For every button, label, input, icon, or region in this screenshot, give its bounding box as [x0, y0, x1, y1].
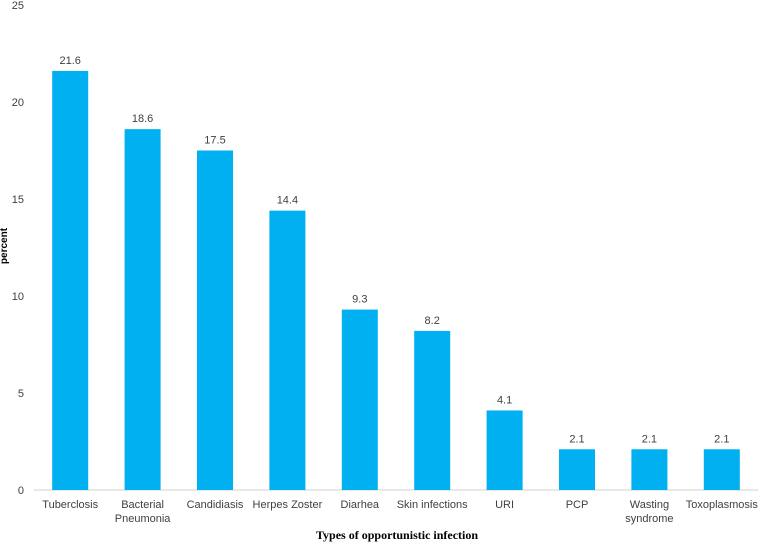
data-label: 17.5	[204, 135, 225, 147]
category-label: Candidiasis	[187, 499, 244, 511]
category-label: URI	[495, 499, 514, 511]
category-label-line: URI	[495, 499, 514, 511]
bar	[414, 330, 451, 490]
y-tick-label: 25	[12, 0, 24, 12]
bar	[52, 70, 89, 491]
data-label: 9.3	[352, 294, 367, 306]
y-tick-label: 20	[12, 97, 24, 109]
bar	[197, 150, 233, 490]
data-label: 2.1	[714, 433, 729, 445]
category-label-line: PCP	[566, 499, 589, 511]
x-axis-label: Types of opportunistic infection	[316, 528, 478, 542]
category-label: PCP	[566, 499, 589, 511]
category-label: Skin infections	[397, 499, 468, 511]
bar	[631, 449, 668, 490]
category-labels: Tuberclosis Bacterial Pneumonia Candidiasis…	[42, 499, 758, 525]
data-label: 2.1	[569, 433, 584, 445]
category-label-line: Bacterial	[121, 499, 164, 511]
category-label: Tuberclosis	[42, 499, 98, 511]
category-label: Wasting syndrome	[625, 499, 673, 525]
data-labels: 21.6 18.6 17.5 14.4 9.3 8.2 4.1 2.1 2.1 2.1	[59, 55, 729, 445]
category-label: Bacterial Pneumonia	[115, 499, 172, 525]
bar	[341, 309, 378, 490]
category-label-line: Wasting	[630, 499, 669, 511]
data-label: 14.4	[277, 195, 298, 207]
bar	[559, 449, 595, 490]
category-label-line: Herpes Zoster	[253, 499, 323, 511]
category-label-line: Tuberclosis	[42, 499, 98, 511]
data-label: 18.6	[132, 113, 153, 125]
y-tick-label: 0	[18, 485, 24, 497]
category-label-line: Skin infections	[397, 499, 468, 511]
y-tick-label: 10	[12, 291, 24, 303]
data-label: 8.2	[425, 315, 440, 327]
category-label: Herpes Zoster	[253, 499, 323, 511]
data-label: 4.1	[497, 394, 512, 406]
y-tick-label: 5	[18, 388, 24, 400]
bars	[52, 70, 740, 491]
data-label: 2.1	[642, 433, 657, 445]
category-label-line: Toxoplasmosis	[686, 499, 759, 511]
bar	[486, 410, 523, 490]
category-label-line: Diarhea	[341, 499, 380, 511]
bar	[124, 129, 161, 490]
category-label-line: Pneumonia	[115, 513, 172, 525]
y-tick-label: 15	[12, 194, 24, 206]
category-label: Toxoplasmosis	[686, 499, 759, 511]
category-label: Diarhea	[341, 499, 380, 511]
category-label-line: Candidiasis	[187, 499, 244, 511]
bar	[269, 210, 306, 490]
category-label-line: syndrome	[625, 513, 673, 525]
data-label: 21.6	[59, 55, 80, 67]
y-axis-label: percent	[0, 227, 10, 264]
y-axis-ticks: 0 5 10 15 20 25	[12, 0, 24, 497]
bar	[703, 449, 740, 490]
